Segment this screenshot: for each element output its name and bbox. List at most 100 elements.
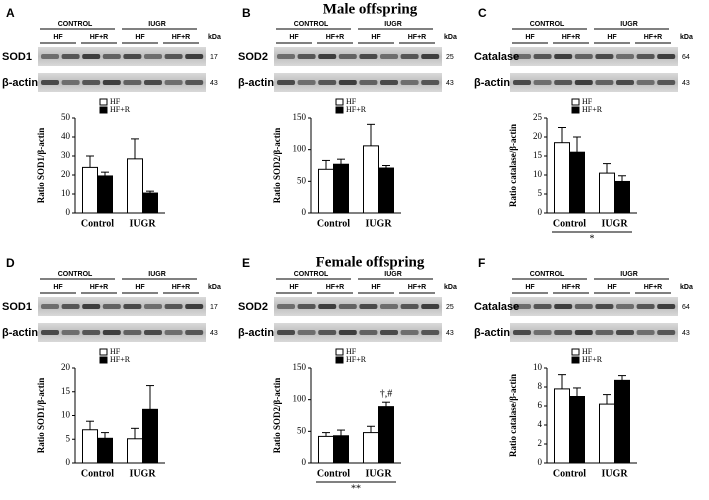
y-tick-label: 10 [533,362,543,372]
blot-group: CONTROL [530,271,565,278]
blot-strip [38,47,206,66]
blot-group: CONTROL [294,271,329,278]
blot-band [318,80,337,85]
blot-band [123,54,142,59]
x-tick-label: IUGR [129,218,156,229]
y-tick-label: 20 [61,362,71,372]
y-tick-label: 50 [61,112,71,122]
blot-band [359,80,378,85]
x-tick-label: IUGR [601,218,628,229]
blot-protein: β-actin [474,77,510,89]
x-tick-label: Control [81,468,114,479]
blot-band [616,54,634,59]
blot-band [102,80,121,85]
blot-band [185,330,204,335]
panel-letter: F [478,256,485,270]
legend-swatch [335,98,344,106]
legend-label: HF [110,347,121,356]
blot-band [41,54,59,59]
blot-group: CONTROL [58,21,93,28]
section-title: Male offspring [323,1,418,17]
blot-band [144,80,162,85]
legend-label: HF [346,97,357,106]
blot-lane: HF [371,34,381,41]
bar [97,175,113,214]
blot-kda: 43 [210,330,218,337]
bar [363,145,379,214]
y-tick-label: 8 [538,381,543,391]
blot-strip [274,323,442,342]
y-tick-label: 50 [297,175,307,185]
blot-band [616,80,634,85]
blot-lane: HF+R [562,284,580,291]
blot-band [318,54,337,59]
blot-band [380,54,398,59]
blot-band [513,80,531,85]
blot-lane: HF+R [172,34,190,41]
bar [614,180,630,214]
bar [318,435,334,464]
blot-band [144,54,162,59]
blot-band [533,304,552,309]
blot-protein: SOD2 [238,51,268,63]
blot-band [82,80,101,85]
blot-band [400,330,419,335]
blot-band [636,80,655,85]
y-axis-label: Ratio SOD2/β-actin [272,128,282,204]
blot-kda: 17 [210,54,218,61]
y-tick-label: 5 [538,188,543,198]
blot-band [554,304,573,309]
x-tick-label: IUGR [129,468,156,479]
blot-lane: HF+R [326,34,344,41]
blot-band [657,80,676,85]
blot-lane: HF [53,34,63,41]
blot-band [595,330,614,335]
x-tick-label: Control [317,468,350,479]
blot-strip [274,73,442,92]
blot-band [297,54,316,59]
blot-kda: 43 [682,80,690,87]
blot-band [380,304,398,309]
blot-band [102,304,121,309]
blot-band [61,54,80,59]
legend-label: HF+R [110,355,131,364]
blot-band [41,304,59,309]
blot-lane: HF [525,284,535,291]
blot-band [595,54,614,59]
blot-band [164,80,183,85]
blot-band [359,330,378,335]
blot-band [123,80,142,85]
blot-unit: kDa [680,284,693,291]
blot-group: IUGR [148,21,166,28]
bar [142,408,158,464]
blot-band [574,304,593,309]
blot-band [400,80,419,85]
blot-band [123,304,142,309]
legend-label: HF+R [110,105,131,114]
blot-lane: HF+R [90,34,108,41]
blot-band [297,304,316,309]
blot-strip [510,73,678,92]
y-tick-label: 0 [66,207,71,217]
blot-protein: β-actin [474,327,510,339]
blot-band [574,54,593,59]
blot-kda: 64 [682,54,690,61]
panel-letter: B [242,6,251,20]
footnote: * [590,233,595,244]
blot-band [297,80,316,85]
blot-band [359,54,378,59]
blot-strip [38,323,206,342]
blot-kda: 25 [446,304,454,311]
blot-band [277,80,295,85]
blot-band [657,304,676,309]
blot-band [338,80,357,85]
x-tick-label: Control [317,218,350,229]
blot-group: CONTROL [58,271,93,278]
blot-band [636,304,655,309]
legend-swatch [335,356,344,364]
bar [554,388,570,464]
blot-band [277,304,295,309]
blot-band [380,80,398,85]
blot-unit: kDa [444,34,457,41]
